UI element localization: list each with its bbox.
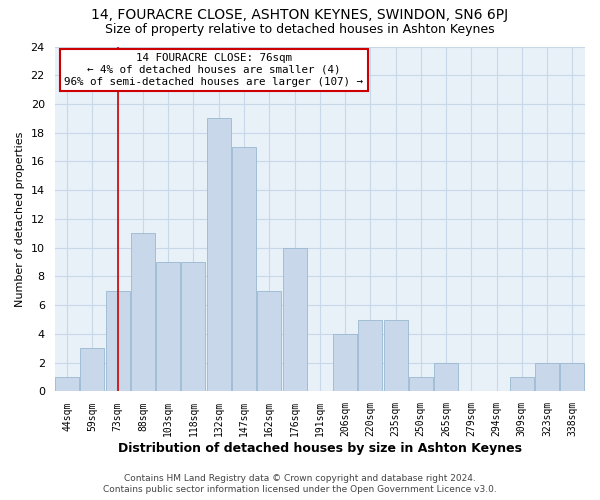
X-axis label: Distribution of detached houses by size in Ashton Keynes: Distribution of detached houses by size … (118, 442, 522, 455)
Bar (510, 377, 534, 392)
Bar (383, 320, 407, 392)
Bar (80, 348, 104, 392)
Text: Size of property relative to detached houses in Ashton Keynes: Size of property relative to detached ho… (105, 22, 495, 36)
Bar (131, 234, 155, 392)
Bar (358, 320, 382, 392)
Bar (232, 147, 256, 392)
Y-axis label: Number of detached properties: Number of detached properties (15, 132, 25, 306)
Text: Contains HM Land Registry data © Crown copyright and database right 2024.
Contai: Contains HM Land Registry data © Crown c… (103, 474, 497, 494)
Text: 14, FOURACRE CLOSE, ASHTON KEYNES, SWINDON, SN6 6PJ: 14, FOURACRE CLOSE, ASHTON KEYNES, SWIND… (91, 8, 509, 22)
Bar (55, 377, 79, 392)
Bar (333, 334, 357, 392)
Bar (434, 362, 458, 392)
Bar (106, 291, 130, 392)
Text: 14 FOURACRE CLOSE: 76sqm
← 4% of detached houses are smaller (4)
96% of semi-det: 14 FOURACRE CLOSE: 76sqm ← 4% of detache… (64, 54, 363, 86)
Bar (535, 362, 559, 392)
Bar (283, 248, 307, 392)
Bar (409, 377, 433, 392)
Bar (207, 118, 231, 392)
Bar (257, 291, 281, 392)
Bar (156, 262, 180, 392)
Bar (560, 362, 584, 392)
Bar (181, 262, 205, 392)
